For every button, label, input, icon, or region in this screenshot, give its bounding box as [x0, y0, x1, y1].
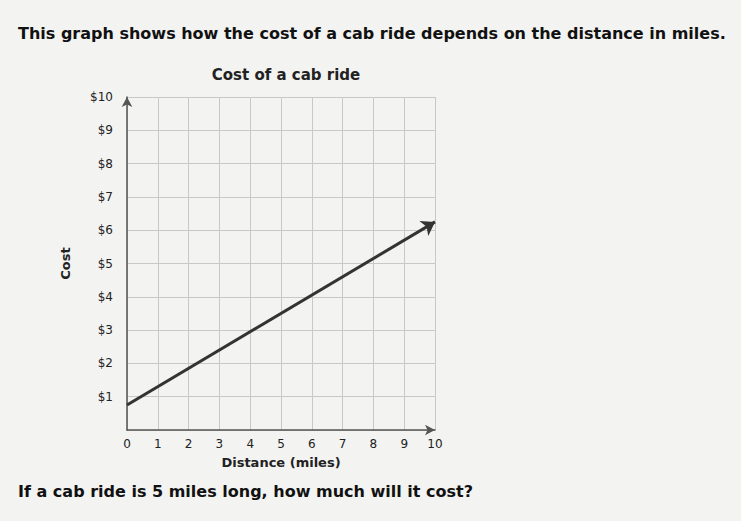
svg-text:6: 6	[308, 437, 316, 451]
svg-text:3: 3	[216, 437, 224, 451]
svg-text:$8: $8	[98, 157, 113, 171]
svg-text:8: 8	[370, 437, 378, 451]
svg-text:$3: $3	[98, 323, 113, 337]
svg-text:10: 10	[427, 437, 442, 451]
svg-text:Cost: Cost	[58, 247, 73, 279]
svg-text:$1: $1	[98, 390, 113, 404]
svg-text:$6: $6	[98, 223, 113, 237]
svg-text:4: 4	[246, 437, 254, 451]
svg-text:$2: $2	[98, 356, 113, 370]
svg-text:$9: $9	[98, 123, 113, 137]
html-text:If a cab ride is 5 miles long,: If a cab ride is 5 miles long, how much …	[18, 482, 473, 501]
html-text:This graph shows how the cost: This graph shows how the cost of a cab r…	[18, 24, 726, 43]
svg-text:$7: $7	[98, 190, 113, 204]
svg-text:2: 2	[185, 437, 193, 451]
svg-text:9: 9	[400, 437, 408, 451]
svg-text:Distance (miles): Distance (miles)	[221, 455, 340, 470]
svg-text:Cost of a cab ride: Cost of a cab ride	[212, 66, 360, 84]
svg-text:$4: $4	[98, 290, 113, 304]
svg-text:5: 5	[277, 437, 285, 451]
svg-text:0: 0	[123, 437, 131, 451]
svg-text:1: 1	[154, 437, 162, 451]
svg-text:$5: $5	[98, 257, 113, 271]
svg-text:$10: $10	[90, 90, 113, 104]
svg-text:7: 7	[339, 437, 347, 451]
